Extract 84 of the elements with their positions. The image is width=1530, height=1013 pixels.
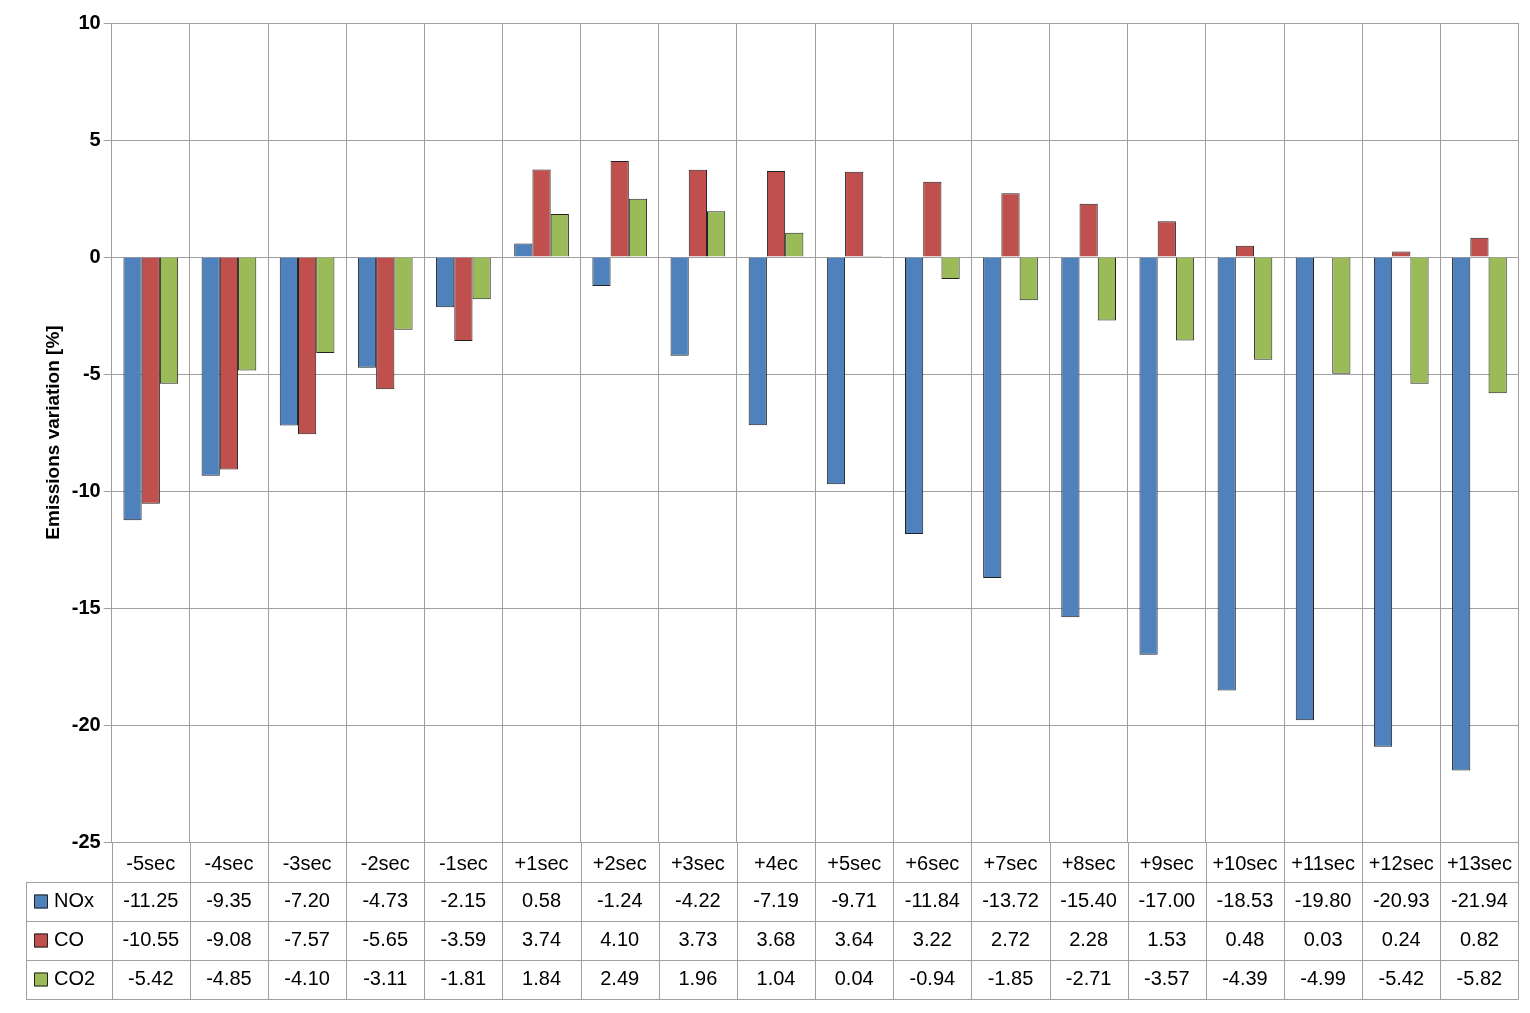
data-label: -5.82 — [1456, 967, 1503, 990]
data-label: 0.04 — [834, 967, 874, 990]
data-label: -2.15 — [440, 889, 487, 912]
x-tick-label: +11sec — [1291, 851, 1355, 874]
data-label: -10.55 — [122, 928, 180, 951]
data-label: 0.58 — [522, 889, 562, 912]
data-label: 4.10 — [600, 928, 640, 951]
data-label: -3.57 — [1144, 967, 1190, 990]
x-tick-label: +4ec — [754, 851, 798, 874]
x-tick-label: +7sec — [983, 851, 1038, 874]
y-tick-label: -15 — [71, 595, 101, 618]
y-axis-title: Emissions variation [%] — [41, 325, 63, 540]
data-label: -18.53 — [1216, 889, 1274, 912]
data-label: -4.22 — [675, 889, 721, 912]
data-label: -7.20 — [284, 889, 330, 912]
data-label: 2.28 — [1069, 928, 1109, 951]
data-label: -9.08 — [206, 928, 252, 951]
data-label: -2.71 — [1065, 967, 1112, 990]
data-label: -9.71 — [831, 889, 877, 912]
y-tick-label: -20 — [71, 712, 101, 735]
x-tick-label: +8sec — [1061, 851, 1116, 874]
data-label: -21.94 — [1451, 889, 1508, 912]
data-label: 3.64 — [834, 928, 874, 951]
x-tick-label: +1sec — [514, 851, 569, 874]
data-label: -13.72 — [982, 889, 1039, 912]
x-tick-label: +5sec — [827, 851, 882, 874]
data-label: 3.74 — [522, 928, 562, 951]
x-tick-label: +6sec — [905, 851, 960, 874]
data-label: -11.84 — [904, 889, 960, 912]
legend-label: NOx — [54, 889, 94, 912]
data-label: 0.03 — [1303, 928, 1343, 951]
data-label: -19.80 — [1294, 889, 1352, 912]
data-label: -3.59 — [440, 928, 487, 951]
x-tick-label: +13sec — [1446, 851, 1512, 874]
data-label: -4.99 — [1300, 967, 1346, 990]
data-label: -1.85 — [987, 967, 1034, 990]
y-tick-label: 5 — [89, 127, 101, 150]
legend-label: CO2 — [54, 967, 96, 990]
data-label: -4.39 — [1222, 967, 1268, 990]
data-label: 0.24 — [1381, 928, 1421, 951]
data-label: -5.65 — [362, 928, 409, 951]
data-label: 1.96 — [678, 967, 718, 990]
data-label: -4.73 — [362, 889, 409, 912]
data-label: 3.68 — [756, 928, 796, 951]
x-tick-label: -4sec — [204, 851, 254, 874]
x-tick-label: +12sec — [1368, 851, 1434, 874]
x-tick-label: +2sec — [592, 851, 647, 874]
data-label: -9.35 — [206, 889, 252, 912]
x-tick-label: -2sec — [360, 851, 410, 874]
data-label: 0.48 — [1225, 928, 1265, 951]
data-label: -0.94 — [909, 967, 956, 990]
data-label: -3.11 — [363, 967, 408, 990]
data-label: 3.22 — [912, 928, 952, 951]
data-label: 2.72 — [991, 928, 1030, 951]
data-label: 2.49 — [600, 967, 640, 990]
data-label: 1.84 — [522, 967, 562, 990]
y-tick-label: 10 — [78, 10, 101, 33]
data-label: -7.57 — [284, 928, 330, 951]
data-label: -4.85 — [206, 967, 252, 990]
data-label: -17.00 — [1138, 889, 1196, 912]
data-label: -4.10 — [284, 967, 330, 990]
data-label: -11.25 — [123, 889, 179, 912]
y-tick-label: -5 — [82, 361, 101, 384]
y-tick-label: 0 — [89, 244, 101, 267]
x-tick-label: +10sec — [1212, 851, 1278, 874]
data-label: -15.40 — [1060, 889, 1117, 912]
y-tick-label: -25 — [71, 829, 101, 852]
data-label: 0.82 — [1459, 928, 1499, 951]
y-tick-label: -10 — [71, 478, 101, 501]
x-tick-label: +9sec — [1139, 851, 1194, 874]
data-label: 1.04 — [756, 967, 796, 990]
legend-label: CO — [54, 928, 84, 951]
data-label: -7.19 — [753, 889, 799, 912]
x-tick-label: -1sec — [438, 851, 488, 874]
data-label: -5.42 — [127, 967, 174, 990]
x-tick-label: -3sec — [282, 851, 332, 874]
data-label: -5.42 — [1378, 967, 1425, 990]
x-tick-label: +3sec — [670, 851, 725, 874]
x-tick-label: -5sec — [126, 851, 176, 874]
data-label: -1.24 — [596, 889, 643, 912]
data-label: 1.53 — [1147, 928, 1187, 951]
data-label: -20.93 — [1372, 889, 1430, 912]
data-label: -1.81 — [440, 967, 487, 990]
data-label: 3.73 — [678, 928, 718, 951]
